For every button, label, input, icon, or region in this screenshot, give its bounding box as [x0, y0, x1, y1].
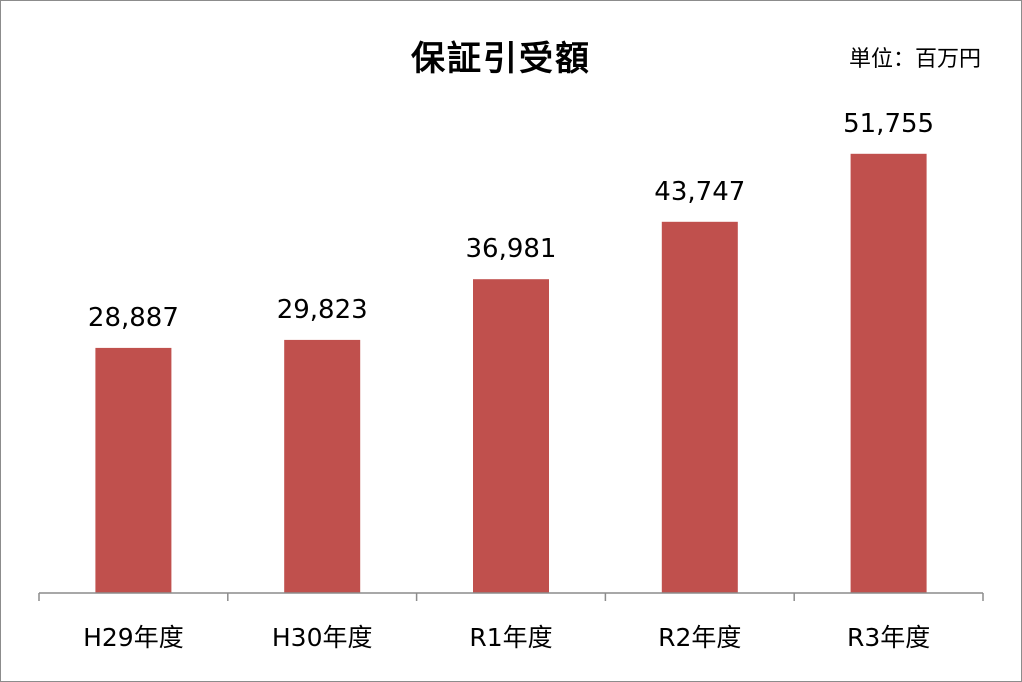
- bar-3: [473, 279, 549, 593]
- x-tick-label-3: R1年度: [469, 623, 552, 652]
- data-label-4: 43,747: [654, 177, 745, 207]
- bar-5: [850, 153, 927, 594]
- data-label-2: 29,823: [277, 295, 368, 325]
- x-tick-label-2: H30年度: [272, 623, 373, 652]
- bar-1: [95, 347, 172, 593]
- chart-title: 保証引受額: [411, 39, 591, 79]
- x-tick-label-1: H29年度: [83, 623, 184, 652]
- data-label-3: 36,981: [466, 234, 557, 264]
- x-tick-label-5: R3年度: [847, 623, 930, 652]
- bar-4: [661, 221, 738, 594]
- data-label-1: 28,887: [88, 303, 179, 333]
- chart-unit-label: 単位：百万円: [848, 47, 981, 72]
- x-tick-label-4: R2年度: [658, 623, 741, 652]
- bar-2: [284, 339, 361, 593]
- data-label-5: 51,755: [843, 109, 934, 139]
